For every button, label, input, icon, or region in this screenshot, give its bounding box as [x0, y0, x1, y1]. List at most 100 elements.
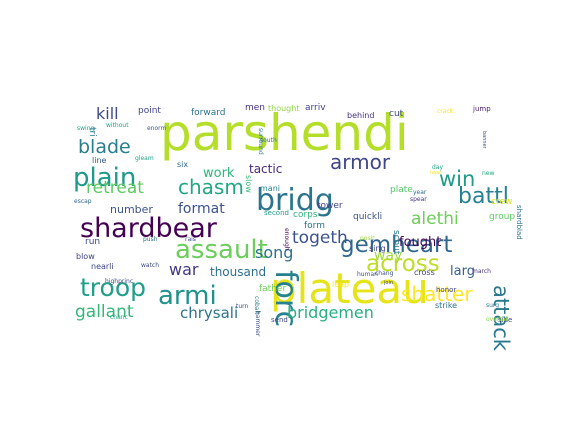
- word-plate: plate: [390, 185, 413, 195]
- word-spear: spear: [410, 196, 427, 203]
- word-retreat: retreat: [86, 178, 144, 198]
- word-nearli: nearli: [91, 262, 114, 271]
- word-battl: battl: [458, 184, 509, 209]
- word-larg: larg: [450, 264, 475, 279]
- word-shardblad: shardblad: [515, 205, 523, 240]
- word-sing: sing: [369, 244, 386, 253]
- word-tri: tri: [87, 127, 97, 137]
- word-escap: escap: [74, 198, 92, 205]
- word-near: near: [430, 170, 442, 176]
- word-shatter: shatter: [401, 282, 473, 306]
- word-armor: armor: [330, 150, 391, 174]
- word-leap: leap: [332, 280, 349, 289]
- word-forc: forc: [268, 270, 303, 327]
- word-jump: jump: [472, 105, 491, 113]
- word-gleam: gleam: [135, 155, 154, 162]
- word-forward: forward: [191, 108, 226, 118]
- word-group: group: [489, 212, 515, 222]
- word-send: send: [271, 316, 288, 324]
- word-gemheart: gemheart: [340, 232, 452, 258]
- word-behind: behind: [347, 111, 374, 120]
- word-plateau: plateau: [270, 264, 429, 313]
- word-second: second: [264, 209, 289, 217]
- word-swing: swing: [77, 125, 95, 132]
- word-bridg: bridg: [256, 183, 334, 218]
- word-cobalt: cobalt: [253, 296, 260, 315]
- word-strike: strike: [435, 301, 457, 310]
- word-tactic: tactic: [249, 162, 282, 176]
- word-cut: cut: [389, 109, 404, 119]
- word-run: run: [85, 237, 100, 247]
- word-honor: honor: [436, 286, 456, 294]
- word-push: push: [143, 236, 158, 243]
- word-armi: armi: [158, 281, 217, 311]
- word-chanc: chanc: [110, 314, 128, 321]
- word-war: war: [169, 260, 199, 279]
- word-form: form: [304, 221, 325, 231]
- word-win: win: [439, 167, 475, 191]
- word-gallant: gallant: [75, 302, 134, 322]
- word-year: year: [413, 189, 427, 196]
- word-posit: posit: [360, 235, 375, 242]
- word-watch: watch: [141, 262, 159, 269]
- word-attack: attack: [489, 285, 513, 352]
- word-crew: crew: [491, 197, 512, 207]
- word-cross: cross: [414, 268, 435, 277]
- word-work: work: [203, 166, 235, 181]
- word-tower: tower: [317, 201, 343, 211]
- word-assault: assault: [175, 235, 268, 265]
- word-kill: kill: [96, 104, 119, 123]
- word-scout: scout: [391, 230, 401, 255]
- word-day: day: [432, 164, 443, 171]
- word-way: way: [374, 248, 402, 264]
- word-human: human: [357, 271, 378, 278]
- word-shardbear: shardbear: [80, 213, 218, 244]
- word-chrysali: chrysali: [180, 304, 238, 322]
- word-bridgemen: bridgemen: [287, 303, 374, 322]
- word-enough: enough: [283, 228, 290, 251]
- word-hammer: hammer: [254, 311, 261, 337]
- word-south: south: [260, 137, 277, 144]
- word-fought: fought: [399, 235, 441, 250]
- word-six: six: [177, 160, 188, 169]
- word-father: father: [259, 284, 286, 294]
- word-togeth: togeth: [292, 228, 348, 248]
- word-alethi: alethi: [411, 209, 459, 229]
- word-crack: crack: [437, 108, 454, 115]
- word-across: across: [366, 251, 440, 277]
- word-arriv: arriv: [305, 103, 326, 113]
- word-men: men: [245, 103, 265, 113]
- word-side: side: [498, 316, 512, 324]
- word-chasm: chasm: [178, 175, 244, 199]
- word-highprinc: highprinc: [105, 278, 133, 285]
- word-surg: surg: [486, 302, 499, 309]
- word-point: point: [138, 106, 161, 116]
- word-march: march: [472, 268, 491, 275]
- word-banner: banner: [481, 131, 487, 150]
- word-song: song: [255, 243, 293, 262]
- word-new: new: [482, 170, 494, 177]
- word-troop: troop: [80, 273, 146, 302]
- word-surround: surround: [257, 128, 264, 155]
- word-turn: turn: [236, 303, 249, 310]
- word-without: without: [106, 122, 129, 129]
- word-mani: mani: [260, 184, 280, 193]
- word-slow: slow: [244, 175, 253, 193]
- word-rais: rais: [185, 236, 196, 243]
- word-enorm: enorm: [147, 125, 167, 132]
- word-thousand: thousand: [210, 265, 266, 279]
- word-format: format: [178, 201, 225, 217]
- word-blow: blow: [76, 252, 95, 261]
- word-blade: blade: [78, 136, 131, 158]
- word-thought: thought: [268, 104, 299, 113]
- word-number: number: [110, 203, 153, 216]
- word-overtak: overtak: [486, 316, 509, 323]
- word-join: join: [383, 280, 393, 286]
- word-plain: plain: [73, 163, 136, 193]
- word-quickli: quickli: [353, 212, 382, 222]
- word-chang: chang: [375, 270, 394, 277]
- word-corps: corps: [293, 210, 318, 220]
- word-line: line: [92, 156, 107, 165]
- word-parshendi: parshendi: [160, 104, 409, 162]
